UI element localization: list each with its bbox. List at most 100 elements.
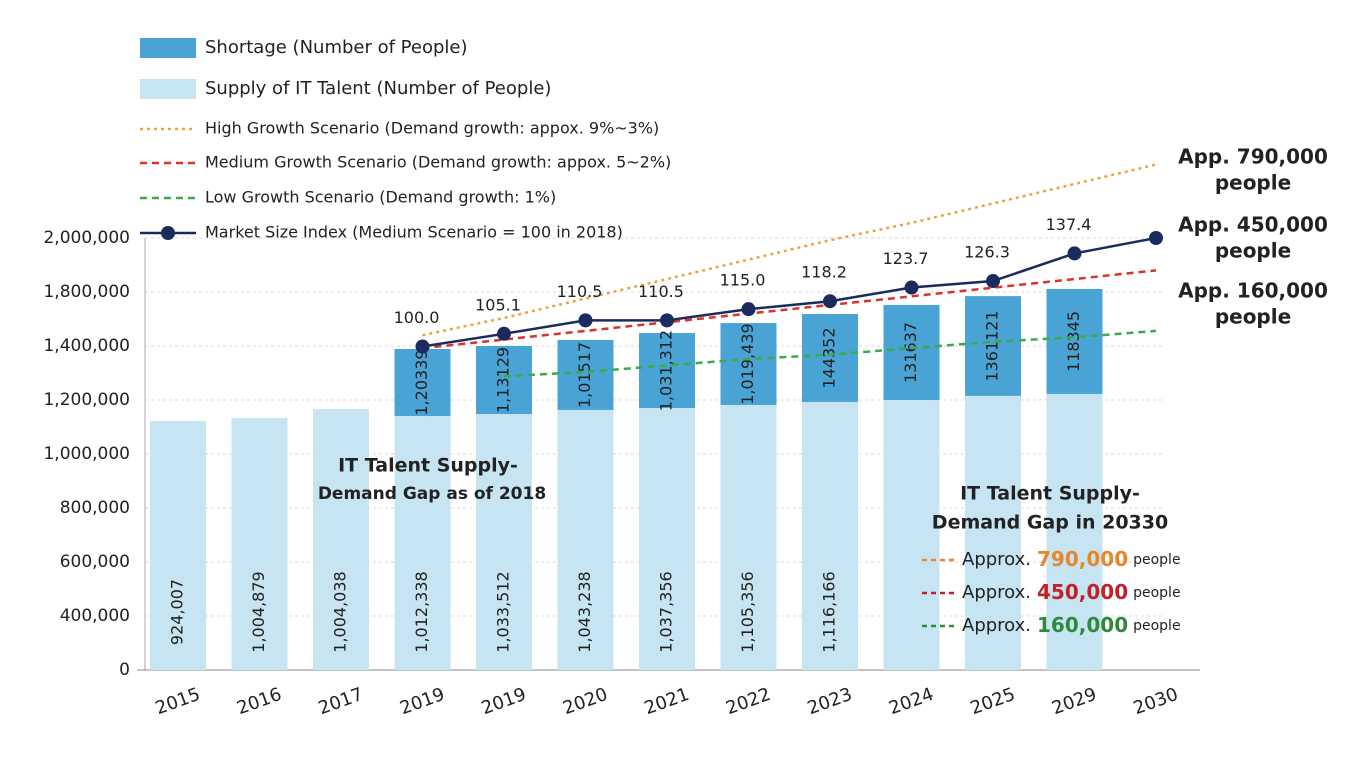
bar [802,314,858,402]
y-tick-label: 600,000 [60,552,130,572]
annotation-amount: 790,000 [1037,547,1128,571]
bar-label: 1,13129 [494,347,513,413]
bar [883,400,940,670]
legend-label: High Growth Scenario (Demand growth: app… [205,119,659,138]
bar-label: 1,004,038 [331,571,350,652]
bar [476,346,532,415]
legend-label: Shortage (Number of People) [205,37,468,58]
line-marker [497,326,511,341]
bar-label: 1,105,356 [738,571,757,652]
annotation-prefix: Approx. [962,582,1031,603]
bar [394,349,451,416]
scenario-label: people [1215,305,1291,329]
annotation: Approx. 450,000 people [962,580,1181,604]
y-tick-label: 0 [119,660,130,680]
y-tick-label: 1,800,000 [43,282,130,302]
bar-label: 924,007 [168,579,187,645]
series-line [503,329,1157,378]
annotation-amount: 160,000 [1037,613,1128,637]
line-marker [741,302,756,317]
data-label: 110.5 [638,282,684,301]
bar-label: 1,031,312 [657,330,676,411]
y-tick-label: 1,400,000 [43,336,130,356]
data-label: 137.4 [1046,215,1092,234]
annotation: Approx. 790,000 people [962,547,1181,571]
legend-swatch [140,79,196,99]
annotation-amount: 450,000 [1037,580,1128,604]
bar [1046,393,1103,670]
data-label: 118.2 [801,263,847,282]
data-label: 100.0 [394,308,440,327]
annotation-prefix: Approx. [962,549,1031,570]
bar [639,333,695,408]
bar [965,296,1021,396]
legend-label: Market Size Index (Medium Scenario = 100… [205,223,623,242]
bar-label: 131637 [901,322,920,383]
y-tick-label: 2,000,000 [43,228,130,248]
bar-label: 1,037,356 [657,571,676,652]
bar-label: 1361121 [983,310,1002,381]
data-label: 110.5 [557,282,603,301]
data-label: 115.0 [720,271,766,290]
scenario-label: people [1215,171,1291,195]
line-marker [660,313,674,328]
bar [639,407,695,670]
bar-label: 1,116,166 [820,571,839,652]
bar-label: 1,033,512 [494,571,513,652]
legend-swatch [140,38,196,58]
bar [720,404,777,670]
annotation: IT Talent Supply- [338,455,518,477]
y-tick-label: 800,000 [60,498,130,518]
y-tick-label: 1,200,000 [43,390,130,410]
bar [883,304,940,400]
data-label: 126.3 [964,243,1010,262]
annotation-unit: people [1133,585,1180,601]
bar [150,420,206,670]
line-marker [1067,246,1082,261]
bar-label: 1,20339 [412,349,431,415]
data-label: 105.1 [475,295,521,314]
line-marker [986,274,1000,289]
bar [720,323,777,405]
bar [231,417,288,670]
bar [802,401,858,670]
y-tick-label: 1,000,000 [43,444,130,464]
annotation-unit: people [1133,552,1180,568]
series-line [422,269,1157,350]
bar [476,414,532,670]
bar-label: 144352 [820,327,839,388]
annotation: Demand Gap as of 2018 [318,484,546,504]
annotation-unit: people [1133,618,1180,634]
legend-label: Supply of IT Talent (Number of People) [205,78,551,99]
bar [557,339,614,410]
scenario-label: App. 790,000 [1178,145,1328,169]
legend-label: Medium Growth Scenario (Demand growth: a… [205,153,671,172]
bar-label: 118345 [1064,311,1083,372]
scenario-label: App. 450,000 [1178,213,1328,237]
line-marker [1149,231,1163,245]
bar [394,415,451,670]
bar-label: 1,004,879 [249,571,268,652]
y-tick-label: 400,000 [60,606,130,626]
series-line [422,236,1157,348]
line-marker [415,339,430,354]
data-label: 123.7 [883,249,929,268]
bar-label: 1,019,439 [738,323,757,404]
line-marker [578,313,593,328]
bar-label: 1,043,238 [575,571,594,652]
legend-marker [161,226,175,240]
annotation: Demand Gap in 20330 [932,512,1168,534]
line-marker [823,294,837,309]
annotation: Approx. 160,000 people [962,613,1181,637]
bar [1046,288,1103,394]
scenario-label: App. 160,000 [1178,279,1328,303]
bar [313,409,369,670]
bar-label: 1,01517 [575,342,594,408]
bar [557,409,614,670]
legend-label: Low Growth Scenario (Demand growth: 1%) [205,188,556,207]
annotation: IT Talent Supply- [960,483,1140,505]
annotation-prefix: Approx. [962,615,1031,636]
bar-label: 1,012,338 [412,571,431,652]
bar [965,395,1021,670]
